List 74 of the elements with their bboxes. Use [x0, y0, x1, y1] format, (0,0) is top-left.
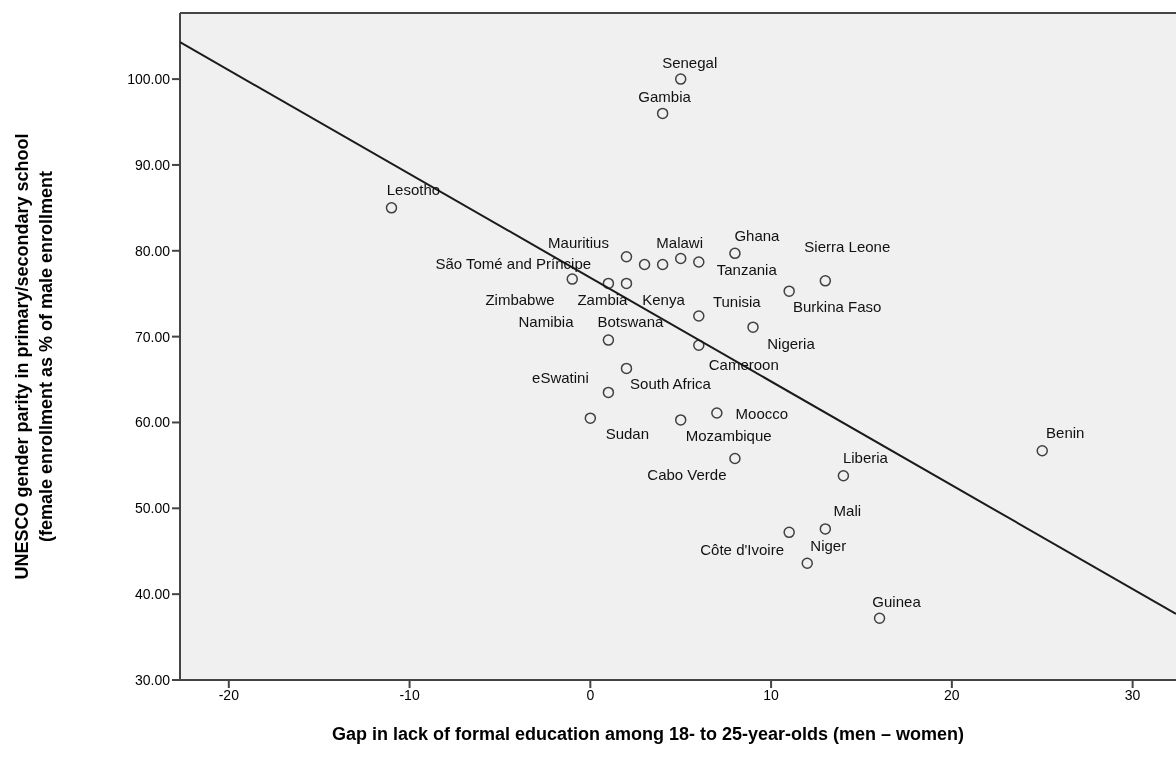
y-tick-label: 30.00: [134, 671, 171, 688]
point: [819, 523, 832, 535]
point: [693, 256, 705, 268]
annotation: Liberia: [842, 449, 889, 467]
annotation: Mauritius: [548, 234, 609, 252]
point: [711, 407, 723, 419]
x-tick-label: 20: [944, 686, 960, 703]
annotation: Mali: [833, 502, 862, 520]
point: [656, 107, 669, 120]
point: [729, 452, 741, 465]
annotation: Nigeria: [767, 334, 816, 352]
annotation: Zimbabwe: [485, 290, 555, 308]
x-tick-label: -20: [218, 686, 240, 703]
annotation: Tunisia: [712, 292, 762, 310]
x-tick-label: 0: [586, 686, 595, 703]
annotation: Gambia: [638, 87, 692, 105]
point: [620, 277, 633, 290]
annotation: Sierra Leone: [804, 238, 891, 256]
point: [783, 526, 795, 539]
point: [584, 412, 597, 424]
y-tick-label: 80.00: [134, 242, 171, 259]
annotation: Sudan: [605, 424, 650, 442]
point: [674, 252, 687, 265]
annotation: South Africa: [630, 374, 712, 392]
annotation: Mozambique: [685, 427, 772, 445]
annotation: Moocco: [735, 404, 789, 422]
annotation: Malawi: [656, 234, 704, 252]
x-tick-label: -10: [399, 686, 420, 703]
y-tick-label: 90.00: [134, 156, 171, 173]
y-tick-label: 50.00: [134, 500, 171, 517]
annotation: Tanzania: [716, 261, 778, 279]
point: [873, 612, 886, 624]
x-tick-label: 30: [1124, 686, 1141, 703]
y-tick-label: 40.00: [134, 586, 171, 603]
y-axis-title: UNESCO gender parity in primary/secondary school (female enrollment as % of male enrollment: [12, 133, 56, 580]
annotation: Botswana: [597, 312, 664, 330]
y-tick-label: 70.00: [134, 328, 171, 345]
annotation: Kenya: [642, 290, 686, 308]
point: [620, 362, 633, 375]
annotation: Burkina Faso: [792, 297, 882, 315]
point: [385, 202, 398, 214]
annotation: Côte d'Ivoire: [700, 540, 785, 558]
point: [837, 469, 850, 482]
annotation: Cabo Verde: [647, 466, 727, 484]
x-axis-title: Gap in lack of formal education among 18- to 25-year-olds (men – women): [331, 724, 965, 744]
annotation: Guinea: [872, 592, 922, 610]
y-tick-label: 60.00: [134, 414, 171, 431]
point: [693, 339, 705, 351]
point: [602, 277, 615, 290]
point: [656, 258, 669, 271]
point: [674, 414, 687, 426]
point: [783, 285, 795, 297]
point: [819, 275, 832, 287]
point: [674, 73, 687, 85]
point: [602, 386, 615, 399]
y-tick-label: 100.00: [127, 71, 171, 88]
annotation: Niger: [810, 536, 847, 554]
point: [638, 258, 651, 271]
annotation: Lesotho: [386, 181, 441, 199]
annotation: Senegal: [662, 53, 718, 71]
point: [801, 557, 813, 569]
point: [747, 321, 759, 333]
annotation: Ghana: [734, 226, 781, 244]
point: [566, 273, 578, 285]
annotation: Namibia: [518, 312, 575, 330]
point: [693, 310, 705, 322]
point: [1036, 445, 1048, 457]
annotation: Benin: [1046, 424, 1085, 442]
annotation: Zambia: [577, 290, 629, 308]
point: [620, 251, 633, 263]
annotation: eSwatini: [532, 368, 589, 386]
x-tick-label: 10: [763, 686, 780, 703]
point: [729, 247, 741, 260]
point: [602, 334, 615, 346]
